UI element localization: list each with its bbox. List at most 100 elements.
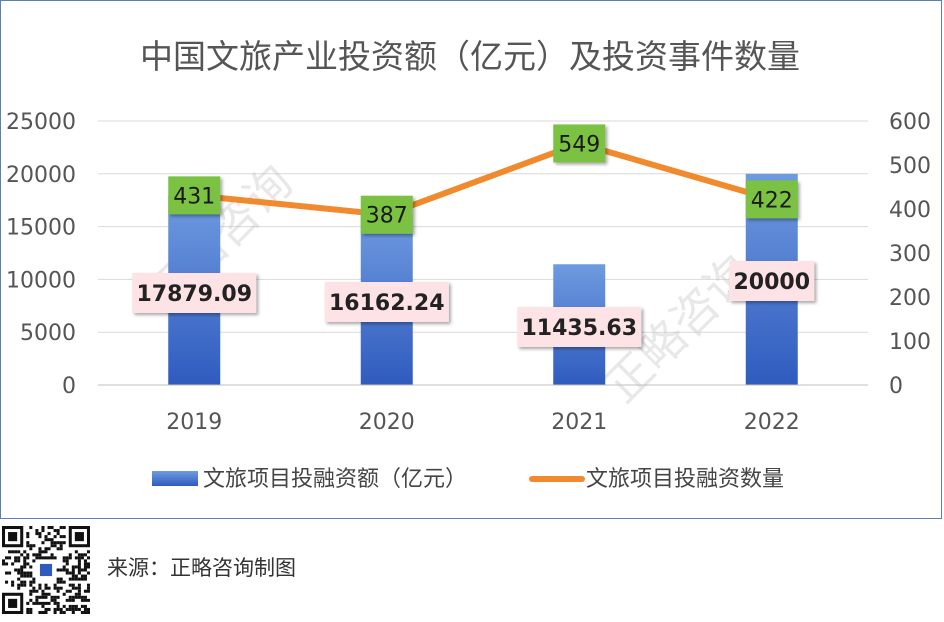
qr-module: [86, 598, 90, 602]
bar-label-box: [324, 282, 449, 322]
qr-module: [86, 583, 90, 587]
qr-module: [62, 526, 66, 530]
line-data-label: 387: [366, 204, 408, 229]
qr-module: [74, 604, 78, 608]
qr-module: [29, 610, 33, 614]
left-axis: 0 5000 10000 15000 20000 25000: [6, 110, 76, 399]
qr-module: [80, 556, 84, 560]
qr-module: [86, 586, 90, 590]
qr-module: [71, 577, 75, 581]
qr-module: [32, 553, 36, 557]
left-tick-label: 10000: [6, 268, 76, 293]
qr-module: [50, 556, 54, 560]
qr-finder-inner: [8, 532, 18, 542]
qr-module: [14, 556, 18, 560]
qr-module: [62, 568, 66, 572]
qr-module: [11, 583, 15, 587]
qr-module: [41, 550, 45, 554]
qr-module: [56, 547, 60, 551]
qr-module: [80, 604, 84, 608]
qr-module: [38, 553, 42, 557]
qr-module: [77, 589, 81, 593]
chart-title: 中国文旅产业投资额（亿元）及投资事件数量: [140, 37, 800, 76]
qr-module: [62, 556, 66, 560]
qr-module: [44, 601, 48, 605]
line-data-labels: 431 387 549 422: [168, 124, 798, 234]
qr-module: [20, 580, 24, 584]
qr-module: [86, 589, 90, 593]
qr-module: [68, 598, 72, 602]
right-tick-label: 200: [889, 286, 931, 311]
qr-module: [59, 547, 63, 551]
qr-module: [53, 595, 57, 599]
qr-module: [41, 526, 45, 530]
qr-module: [77, 565, 81, 569]
qr-module: [65, 568, 69, 572]
right-axis: 0 100 200 300 400 500 600: [889, 110, 931, 399]
qr-module: [35, 601, 39, 605]
qr-module: [23, 583, 27, 587]
qr-module: [26, 541, 30, 545]
qr-module: [65, 589, 69, 593]
qr-module: [41, 529, 45, 533]
qr-module: [2, 559, 6, 563]
qr-module: [17, 586, 21, 590]
qr-module: [5, 562, 9, 566]
qr-module: [83, 589, 87, 593]
qr-module: [41, 601, 45, 605]
qr-module: [11, 550, 15, 554]
qr-module: [26, 601, 30, 605]
qr-module: [77, 568, 81, 572]
qr-module: [86, 562, 90, 566]
qr-module: [23, 550, 27, 554]
qr-module: [86, 565, 90, 569]
qr-module: [53, 598, 57, 602]
qr-module: [2, 562, 6, 566]
qr-module: [35, 595, 39, 599]
qr-module: [26, 571, 30, 575]
right-tick-label: 0: [889, 374, 903, 399]
qr-module: [65, 556, 69, 560]
qr-finder-inner: [8, 598, 18, 608]
qr-module: [44, 610, 48, 614]
qr-module: [62, 565, 66, 569]
qr-module: [50, 553, 54, 557]
qr-module: [53, 544, 57, 548]
qr-module: [71, 574, 75, 578]
qr-module: [23, 580, 27, 584]
qr-module: [38, 547, 42, 551]
qr-module: [71, 583, 75, 587]
qr-module: [14, 568, 18, 572]
qr-module: [41, 592, 45, 596]
qr-module: [26, 574, 30, 578]
qr-module: [86, 550, 90, 554]
qr-module: [38, 550, 42, 554]
qr-module: [17, 577, 21, 581]
qr-module: [38, 610, 42, 614]
qr-module: [38, 532, 42, 536]
qr-module: [38, 535, 42, 539]
qr-module: [8, 550, 12, 554]
qr-module: [80, 577, 84, 581]
qr-module: [59, 607, 63, 611]
qr-module: [47, 607, 51, 611]
qr-module: [47, 601, 51, 605]
qr-module: [80, 595, 84, 599]
qr-module: [74, 592, 78, 596]
qr-module: [56, 601, 60, 605]
qr-module: [53, 541, 57, 545]
qr-module: [86, 556, 90, 560]
qr-module: [71, 595, 75, 599]
qr-module: [35, 556, 39, 560]
qr-module: [32, 559, 36, 563]
qr-module: [50, 538, 54, 542]
bar-data-labels: 17879.09 16162.24 11435.63 20000: [132, 261, 815, 347]
qr-module: [17, 550, 21, 554]
qr-module: [17, 559, 21, 563]
qr-module: [23, 574, 27, 578]
qr-module: [53, 607, 57, 611]
qr-module: [29, 565, 33, 569]
qr-module: [83, 610, 87, 614]
qr-module: [71, 571, 75, 575]
qr-module: [68, 589, 72, 593]
